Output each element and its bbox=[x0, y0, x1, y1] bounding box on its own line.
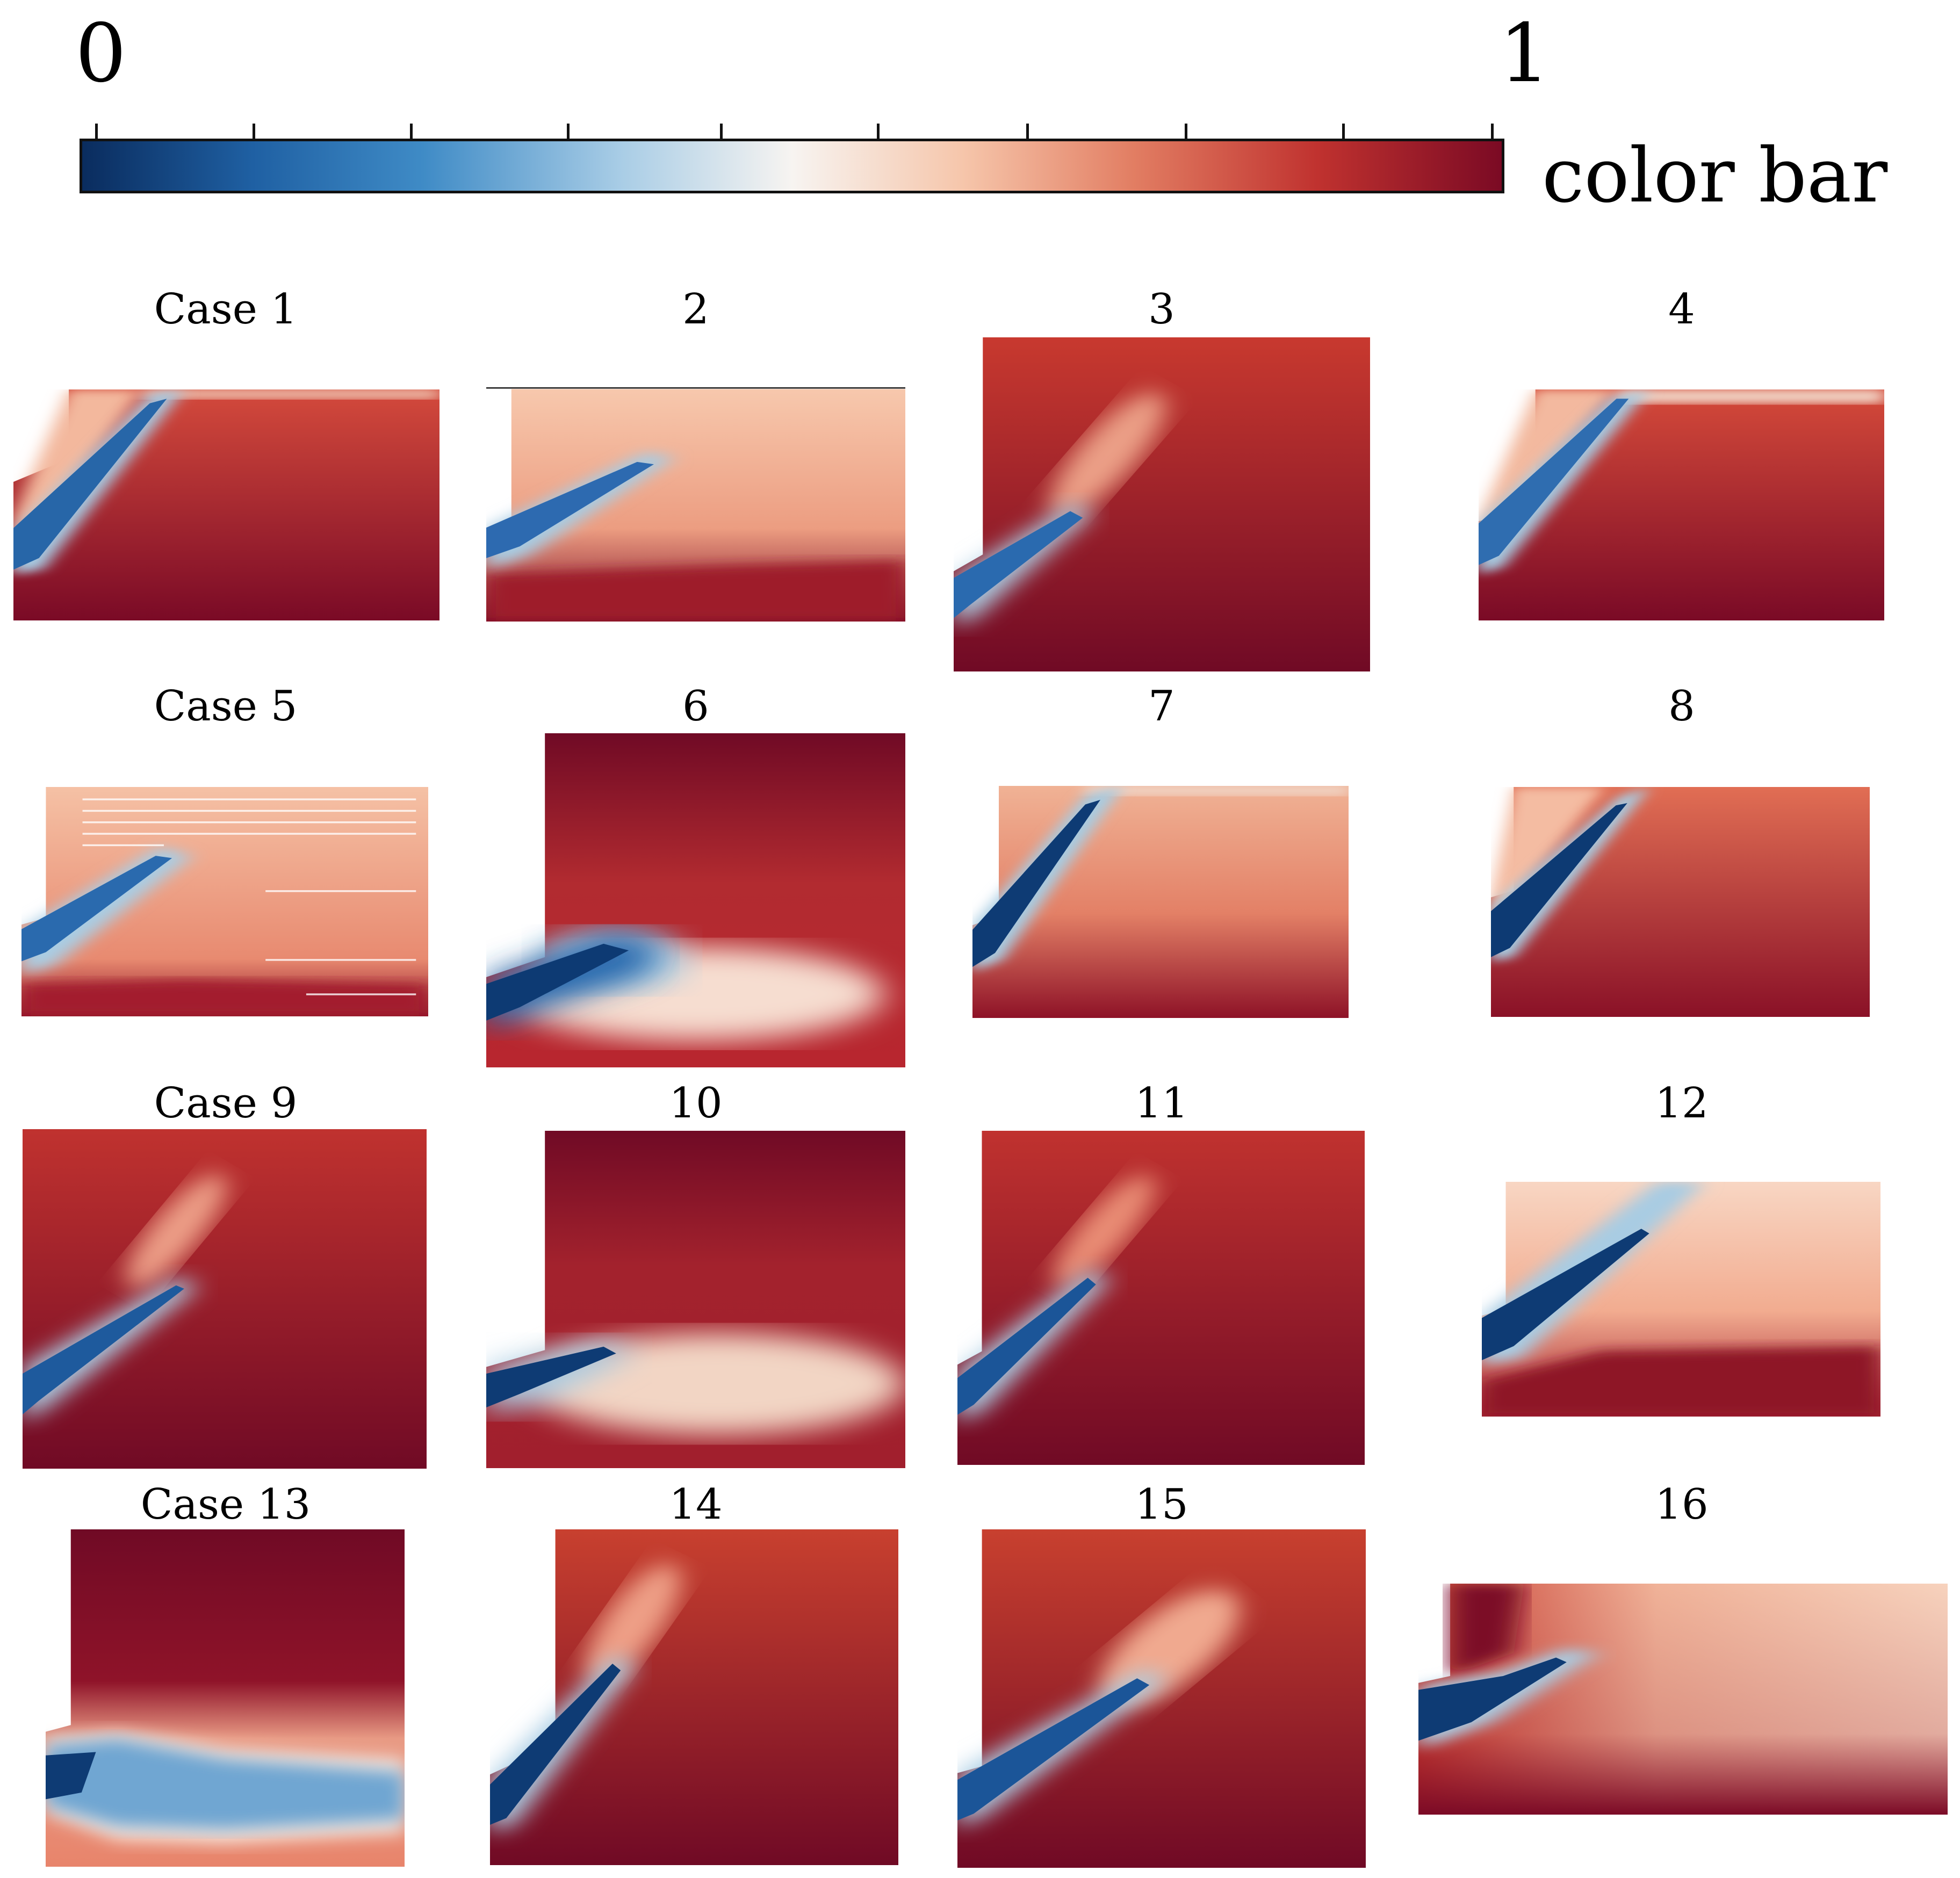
colorbar-tick bbox=[1342, 124, 1345, 140]
colorbar-tick bbox=[410, 124, 413, 140]
colorbar-gradient bbox=[80, 139, 1504, 193]
case-label: 3 bbox=[1148, 285, 1175, 334]
colorbar-tick bbox=[720, 124, 723, 140]
case-16-field bbox=[1418, 1584, 1948, 1815]
colorbar-tick bbox=[877, 124, 880, 140]
colorbar-tick bbox=[1491, 124, 1494, 140]
case-label: 12 bbox=[1655, 1079, 1709, 1128]
case-label: 14 bbox=[669, 1480, 723, 1529]
case-label: 2 bbox=[682, 285, 709, 334]
case-6-field bbox=[486, 733, 905, 1067]
case-9-field bbox=[23, 1129, 427, 1469]
case-3-field bbox=[954, 337, 1370, 671]
case-label: Case 1 bbox=[154, 285, 298, 334]
case-14-field bbox=[490, 1529, 898, 1865]
case-12-field bbox=[1482, 1182, 1880, 1417]
colorbar-tick bbox=[95, 124, 98, 140]
colorbar-tick bbox=[253, 124, 255, 140]
case-label: 15 bbox=[1135, 1480, 1188, 1529]
colorbar-min-label: 0 bbox=[75, 7, 127, 100]
case-1-field bbox=[13, 389, 439, 620]
case-label: 10 bbox=[669, 1079, 723, 1128]
colorbar-max-label: 1 bbox=[1499, 7, 1551, 100]
colorbar-tick bbox=[1185, 124, 1187, 140]
case-label: 6 bbox=[682, 682, 709, 731]
case-4-field bbox=[1479, 389, 1884, 620]
case-13-field bbox=[46, 1529, 405, 1867]
case-label: 16 bbox=[1655, 1480, 1709, 1529]
colorbar-tick bbox=[1026, 124, 1029, 140]
case-15-field bbox=[957, 1529, 1366, 1868]
case-label: 4 bbox=[1668, 285, 1695, 334]
colorbar-title: color bar bbox=[1542, 132, 1888, 220]
case-5-field bbox=[21, 787, 428, 1016]
case-label: 8 bbox=[1668, 682, 1695, 731]
case-label: 7 bbox=[1148, 682, 1175, 731]
case-10-field bbox=[486, 1131, 905, 1468]
colorbar-tick bbox=[567, 124, 570, 140]
case-label: Case 13 bbox=[140, 1480, 311, 1529]
case-2-field bbox=[486, 387, 905, 622]
case-label: 11 bbox=[1135, 1079, 1188, 1128]
case-11-field bbox=[957, 1131, 1365, 1465]
case-label: Case 9 bbox=[154, 1079, 298, 1128]
case-7-field bbox=[972, 786, 1349, 1018]
case-8-field bbox=[1491, 787, 1870, 1017]
case-label: Case 5 bbox=[154, 682, 298, 731]
